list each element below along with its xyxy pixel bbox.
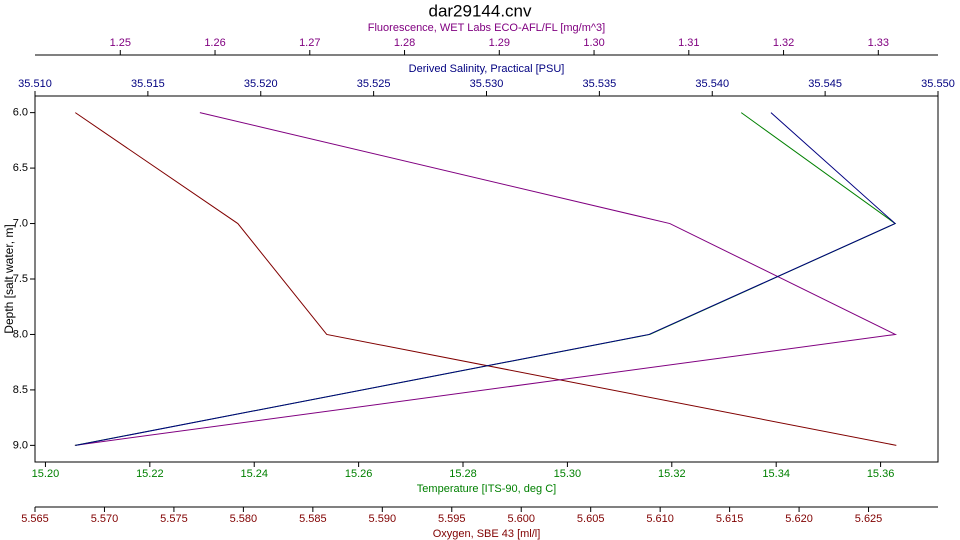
x-tick-label: 15.24 xyxy=(240,468,268,480)
x-tick-label: 1.29 xyxy=(489,37,510,49)
x-tick-label: 1.31 xyxy=(678,37,699,49)
x-tick-label: 5.605 xyxy=(577,513,605,525)
x-tick-label: 15.36 xyxy=(867,468,895,480)
x-tick-label: 1.26 xyxy=(204,37,225,49)
x-tick-label: 5.610 xyxy=(646,513,674,525)
x-tick-label: 1.32 xyxy=(773,37,794,49)
y-tick-label: 9.0 xyxy=(13,439,28,451)
x-tick-label: 35.525 xyxy=(357,78,391,90)
x-axis-label: Oxygen, SBE 43 [ml/l] xyxy=(433,528,541,540)
x-tick-label: 15.28 xyxy=(449,468,477,480)
x-tick-label: 35.550 xyxy=(921,78,955,90)
x-tick-label: 5.590 xyxy=(369,513,397,525)
x-tick-label: 15.34 xyxy=(762,468,790,480)
x-tick-label: 5.570 xyxy=(91,513,119,525)
x-tick-label: 35.510 xyxy=(18,78,52,90)
x-tick-label: 5.615 xyxy=(716,513,744,525)
x-tick-label: 5.575 xyxy=(160,513,188,525)
chart-title: dar29144.cnv xyxy=(428,1,532,20)
x-tick-label: 5.595 xyxy=(438,513,466,525)
x-tick-label: 1.28 xyxy=(394,37,415,49)
series-line xyxy=(75,112,897,446)
x-tick-label: 5.580 xyxy=(230,513,258,525)
x-tick-label: 35.535 xyxy=(583,78,617,90)
x-axis-label: Temperature [ITS-90, deg C] xyxy=(417,483,556,495)
x-tick-label: 35.515 xyxy=(131,78,165,90)
y-tick-label: 7.5 xyxy=(13,273,28,285)
x-tick-label: 15.26 xyxy=(345,468,373,480)
x-tick-label: 15.30 xyxy=(554,468,582,480)
x-tick-label: 1.27 xyxy=(299,37,320,49)
series-line xyxy=(74,112,898,446)
y-tick-label: 6.0 xyxy=(13,107,28,119)
series-line xyxy=(75,112,897,446)
y-axis-label: Depth [salt water, m] xyxy=(2,224,16,333)
x-tick-label: 35.530 xyxy=(470,78,504,90)
y-tick-label: 6.5 xyxy=(13,162,28,174)
y-tick-label: 8.0 xyxy=(13,328,28,340)
y-tick-label: 8.5 xyxy=(13,384,28,396)
x-tick-label: 5.585 xyxy=(299,513,327,525)
x-tick-label: 15.32 xyxy=(658,468,686,480)
x-tick-label: 15.22 xyxy=(136,468,164,480)
x-tick-label: 1.25 xyxy=(110,37,131,49)
x-tick-label: 1.33 xyxy=(868,37,889,49)
x-tick-label: 35.545 xyxy=(808,78,842,90)
x-tick-label: 5.565 xyxy=(21,513,49,525)
x-axis-label: Derived Salinity, Practical [PSU] xyxy=(409,63,565,75)
y-tick-label: 7.0 xyxy=(13,217,28,229)
x-tick-label: 15.20 xyxy=(32,468,60,480)
x-axis-label: Fluorescence, WET Labs ECO-AFL/FL [mg/m^… xyxy=(368,22,605,34)
x-tick-label: 35.540 xyxy=(695,78,729,90)
x-tick-label: 1.30 xyxy=(583,37,604,49)
x-tick-label: 5.620 xyxy=(785,513,813,525)
x-tick-label: 35.520 xyxy=(244,78,278,90)
x-tick-label: 5.600 xyxy=(507,513,535,525)
x-tick-label: 5.625 xyxy=(855,513,883,525)
